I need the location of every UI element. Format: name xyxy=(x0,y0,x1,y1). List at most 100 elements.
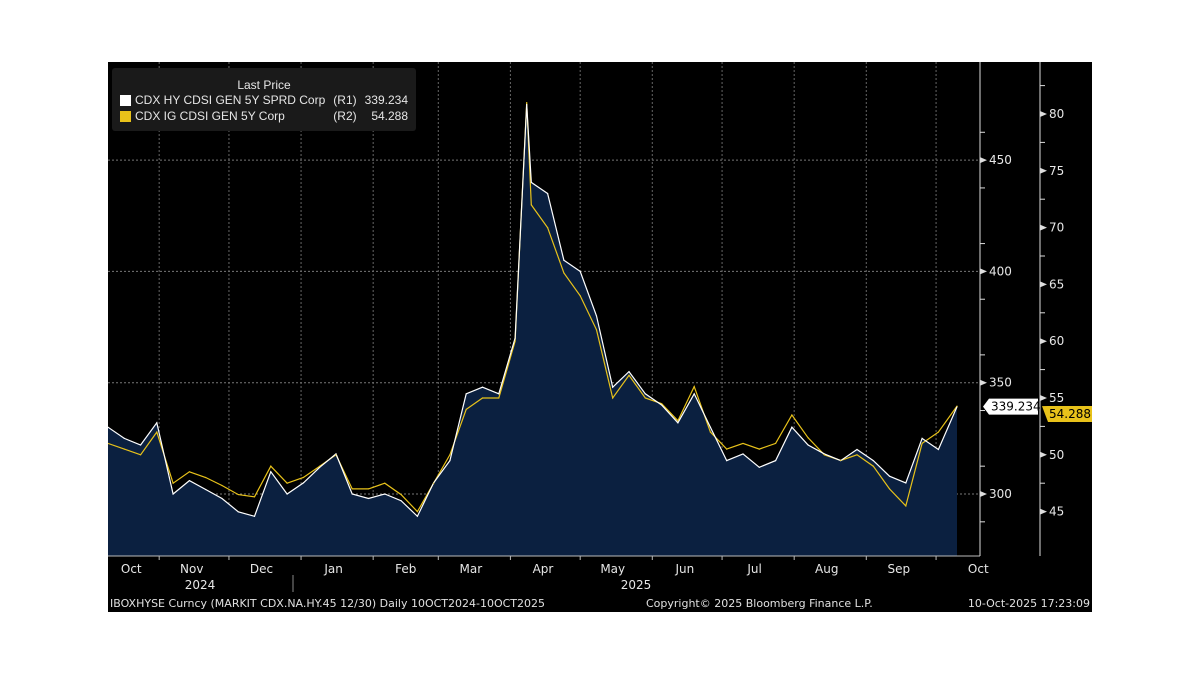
r2-tick xyxy=(1040,111,1047,117)
ig-point xyxy=(156,431,158,433)
x-tick-label: Nov xyxy=(180,562,203,576)
chart-svg: Oct Nov Dec Jan Feb Mar Apr May Jun Jul Aug Sep Oct 2… xyxy=(108,62,1092,610)
r2-tick xyxy=(1040,224,1047,231)
hy-point xyxy=(123,437,125,439)
ig-point xyxy=(660,403,663,405)
footer-timestamp: 10-Oct-2025 17:23:09 xyxy=(968,597,1090,610)
hy-point xyxy=(872,460,874,462)
hy-point xyxy=(237,511,239,513)
ig-point xyxy=(286,482,288,484)
hy-point xyxy=(530,181,532,183)
ig-point xyxy=(888,488,891,490)
hy-point xyxy=(449,460,451,462)
ig-point xyxy=(367,488,370,490)
ig-point xyxy=(644,397,646,399)
x-tick-label: Mar xyxy=(460,562,483,576)
r2-tick xyxy=(1040,451,1047,458)
ig-series-line xyxy=(108,102,958,513)
legend-axis: (R2) xyxy=(333,109,356,123)
r2-tick-label: 65 xyxy=(1049,277,1064,291)
r1-tick-label: 300 xyxy=(989,487,1012,501)
hy-point xyxy=(937,448,939,451)
footer-copyright: Copyright© 2025 Bloomberg Finance L.P. xyxy=(646,597,873,610)
hy-point xyxy=(709,426,712,428)
ig-point xyxy=(628,374,630,376)
r2-tick-label: 55 xyxy=(1049,391,1064,405)
ig-point xyxy=(108,442,109,445)
r1-tick xyxy=(980,268,987,275)
r2-tick-label: 70 xyxy=(1049,221,1064,235)
r2-tick xyxy=(1040,338,1047,345)
hy-series-line xyxy=(108,104,958,518)
hy-point xyxy=(335,453,337,455)
footer-security: IBOXHYSE Curncy (MARKIT CDX.NA.HY.45 12/… xyxy=(110,597,545,610)
r2-last-value-flag xyxy=(1042,406,1092,422)
hy-point xyxy=(351,493,353,495)
x-tick-label: Oct xyxy=(121,562,142,576)
hy-point xyxy=(526,103,528,106)
ig-point xyxy=(726,448,728,450)
hy-point xyxy=(791,426,793,428)
hy-point xyxy=(693,393,695,395)
ig-point xyxy=(433,482,435,484)
hy-point xyxy=(628,370,630,373)
ig-point xyxy=(302,476,304,479)
ig-point xyxy=(693,386,695,388)
hy-point xyxy=(905,482,907,484)
ig-point xyxy=(384,482,386,484)
hy-point xyxy=(205,488,207,491)
hy-point xyxy=(514,337,516,339)
ig-point xyxy=(237,493,239,496)
ig-point xyxy=(172,482,174,484)
ig-point xyxy=(253,496,256,498)
hy-point xyxy=(563,259,565,261)
hy-point xyxy=(758,466,760,468)
hy-point xyxy=(498,393,500,395)
hy-point xyxy=(774,460,777,462)
r1-last-value-label: 339.234 xyxy=(991,400,1041,414)
x-tick-label: May xyxy=(600,562,625,576)
ig-point xyxy=(270,465,272,467)
legend-box xyxy=(112,68,417,131)
ig-point xyxy=(449,454,451,456)
hy-point xyxy=(302,482,304,484)
ig-point xyxy=(956,405,958,407)
ig-point xyxy=(791,414,793,416)
ig-point xyxy=(514,340,516,342)
hy-point xyxy=(481,386,484,388)
ig-point xyxy=(139,454,142,456)
hy-point xyxy=(156,422,158,424)
hy-point xyxy=(612,386,614,388)
hy-point xyxy=(108,426,109,428)
x-year-label: 2024 xyxy=(185,578,216,592)
r1-tick-label: 350 xyxy=(989,376,1012,390)
r2-tick-label: 60 xyxy=(1049,334,1064,348)
legend-last-value: 339.234 xyxy=(365,93,409,107)
hy-point xyxy=(270,471,272,473)
ig-point xyxy=(742,442,744,445)
hy-point xyxy=(742,453,744,455)
ig-point xyxy=(709,431,712,433)
ig-point xyxy=(123,448,125,450)
r2-tick-label: 45 xyxy=(1049,505,1064,519)
r2-tick-label: 80 xyxy=(1049,107,1064,121)
r2-tick-label: 50 xyxy=(1049,448,1064,462)
r1-tick xyxy=(980,491,987,497)
x-tick-label: Jul xyxy=(746,562,761,576)
ig-point xyxy=(579,295,581,297)
hy-point xyxy=(286,493,288,495)
ig-point xyxy=(335,454,337,456)
ig-point xyxy=(823,454,826,456)
ig-point xyxy=(498,397,500,399)
hy-point xyxy=(416,515,418,517)
r2-tick xyxy=(1040,167,1047,174)
r1-tick-label: 450 xyxy=(989,153,1012,167)
x-tick-label: Feb xyxy=(395,562,416,576)
hy-point xyxy=(172,493,174,495)
hy-point xyxy=(139,444,142,446)
legend-label: CDX IG CDSI GEN 5Y Corp xyxy=(135,109,285,123)
ig-point xyxy=(400,493,402,496)
ig-point xyxy=(188,471,191,473)
ig-point xyxy=(921,442,923,445)
r1-tick-label: 400 xyxy=(989,264,1012,278)
